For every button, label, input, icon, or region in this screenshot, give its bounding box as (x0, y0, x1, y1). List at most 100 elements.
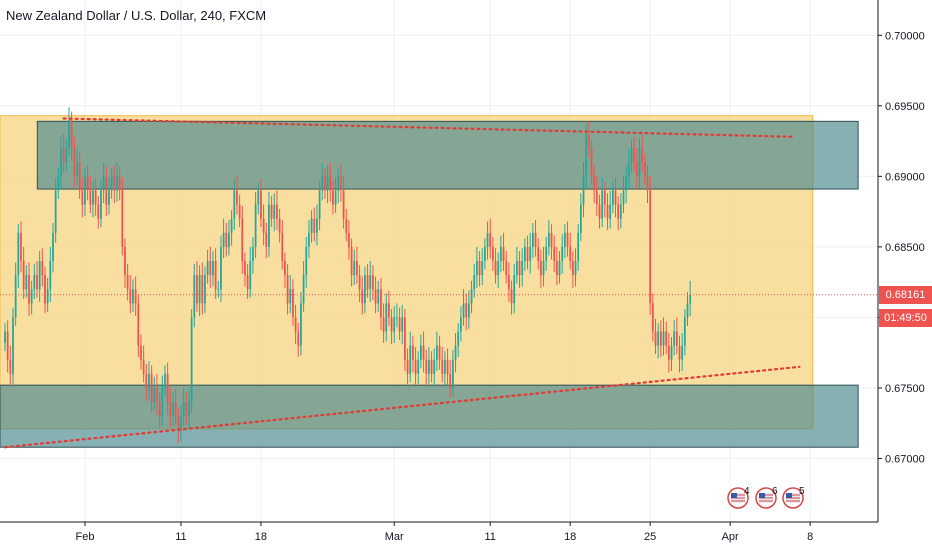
event-count: 6 (772, 486, 778, 497)
candle-body (422, 345, 425, 360)
candle-body (574, 261, 577, 276)
candle-body (252, 246, 254, 261)
candle-body (390, 317, 393, 332)
candle-body (617, 204, 620, 219)
candle-body (529, 246, 532, 261)
candle-body (470, 289, 473, 304)
candle-body (225, 232, 228, 247)
time-tick-label: 25 (644, 531, 656, 543)
candle-body (332, 190, 334, 205)
candle-body (329, 176, 332, 191)
candle-body (89, 190, 92, 205)
candle-body (337, 176, 340, 191)
candle-body (180, 416, 182, 431)
candle-body (505, 261, 508, 276)
candle-body (12, 317, 14, 374)
candle-body (169, 402, 172, 417)
candle-body (6, 331, 9, 360)
candle-body (188, 402, 190, 417)
candle-body (595, 190, 598, 205)
candle-body (414, 359, 417, 374)
candle-body (515, 261, 518, 276)
candle-body (587, 134, 590, 149)
candle-body (270, 204, 273, 219)
candle-body (417, 359, 420, 374)
candle-body (579, 204, 582, 233)
candle-body (372, 275, 374, 290)
us-flag-event-icon[interactable] (755, 487, 777, 509)
candle-body (633, 148, 636, 163)
candle-body (462, 303, 465, 318)
us-flag-event-icon[interactable] (727, 487, 749, 509)
candle-body (689, 294, 692, 304)
candle-body (393, 317, 396, 332)
candle-body (380, 289, 382, 318)
candle-body (228, 232, 230, 247)
candle-body (116, 176, 118, 191)
candle-body (374, 289, 377, 304)
candle-body (124, 246, 126, 276)
candle-body (324, 176, 326, 191)
candle-body (499, 246, 502, 261)
candle-body (22, 261, 25, 290)
candle-body (305, 246, 308, 276)
candle-body (385, 303, 388, 332)
candle-body (193, 275, 196, 318)
candle-body (62, 148, 65, 163)
candle-body (204, 275, 206, 304)
candle-body (153, 387, 156, 403)
candle-body (539, 261, 542, 276)
candle-body (281, 232, 284, 261)
candle-body (657, 331, 660, 346)
candle-body (44, 275, 46, 304)
candle-body (164, 373, 166, 388)
candle-body (33, 275, 36, 290)
time-tick-label: Apr (722, 531, 739, 543)
candle-body (108, 190, 110, 205)
candle-body (318, 190, 321, 219)
candle-body (478, 261, 481, 276)
candle-body (25, 275, 28, 290)
candle-body (230, 218, 233, 233)
candle-body (334, 190, 337, 205)
candle-body (244, 261, 246, 276)
candle-body (265, 232, 268, 247)
price-tick-label: 0.67000 (885, 454, 925, 466)
candle-body (542, 261, 545, 276)
candle-body (396, 317, 398, 319)
candle-body (409, 345, 412, 374)
candle-body (638, 148, 641, 177)
candle-body (366, 275, 369, 290)
candle-body (435, 345, 438, 360)
candle-body (590, 148, 593, 177)
candle-body (438, 345, 441, 360)
candle-body (102, 176, 105, 191)
candle-body (302, 275, 305, 304)
candle-body (675, 331, 678, 346)
candle-body (326, 176, 329, 191)
candle-body (84, 176, 86, 205)
candle-body (654, 331, 657, 346)
candle-body (449, 373, 452, 388)
candle-body (348, 232, 350, 247)
candle-body (593, 176, 596, 191)
candle-body (558, 261, 561, 276)
candle-body (494, 261, 497, 276)
candle-body (254, 204, 257, 247)
candle-body (382, 317, 385, 332)
candle-body (70, 119, 73, 149)
candle-body (209, 261, 212, 276)
candle-body (217, 289, 220, 291)
candle-body (489, 232, 492, 247)
candle-body (78, 162, 81, 191)
candle-body (161, 387, 164, 417)
us-flag-event-icon[interactable] (782, 487, 804, 509)
candle-body (550, 232, 553, 247)
candle-body (132, 289, 134, 304)
candle-body (142, 359, 145, 374)
candle-body (513, 275, 516, 304)
candle-body (481, 261, 484, 276)
candle-body (30, 289, 33, 304)
candle-body (651, 303, 654, 332)
